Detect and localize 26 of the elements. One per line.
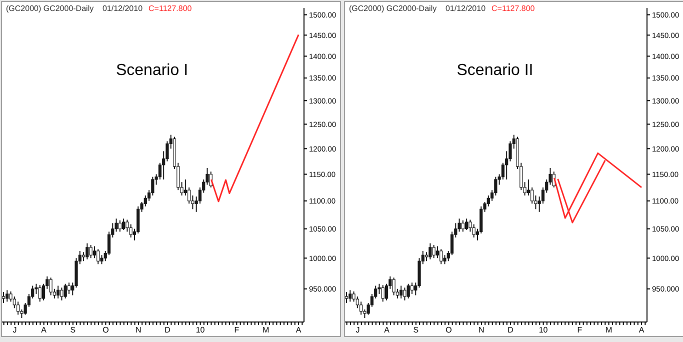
x-tick-label: 10 — [196, 326, 206, 335]
x-tick-label: N — [136, 326, 142, 335]
x-tick-label: M — [605, 326, 612, 335]
x-tick-label: A — [384, 326, 390, 335]
x-tick-label: 10 — [538, 326, 548, 335]
chart-subtitle: (GC2000) GC2000-Daily 01/12/2010 — [6, 4, 143, 13]
x-tick-label: D — [164, 326, 171, 335]
x-tick-label: O — [102, 326, 109, 335]
x-tick-label: D — [508, 326, 514, 335]
x-tick-label: F — [577, 326, 582, 335]
x-tick-label: O — [446, 326, 452, 335]
x-tick-label: S — [70, 326, 76, 335]
x-tick-label: J — [356, 326, 360, 335]
text: Scenario II — [456, 62, 534, 80]
text: Scenario I — [114, 62, 190, 80]
x-tick-label: S — [413, 326, 419, 335]
annotation: C=1127.800 — [148, 4, 192, 13]
annotation: C=1127.800 — [492, 4, 535, 13]
x-tick-label: A — [41, 326, 48, 335]
x-tick-label: A — [296, 326, 302, 335]
x-tick-label: M — [262, 326, 270, 335]
x-tick-label: F — [234, 326, 240, 335]
x-tick-label: J — [12, 326, 17, 335]
chart-subtitle: (GC2000) GC2000-Daily 01/12/2010 — [349, 4, 486, 13]
x-tick-label: N — [478, 326, 485, 335]
x-tick-label: A — [638, 326, 645, 335]
